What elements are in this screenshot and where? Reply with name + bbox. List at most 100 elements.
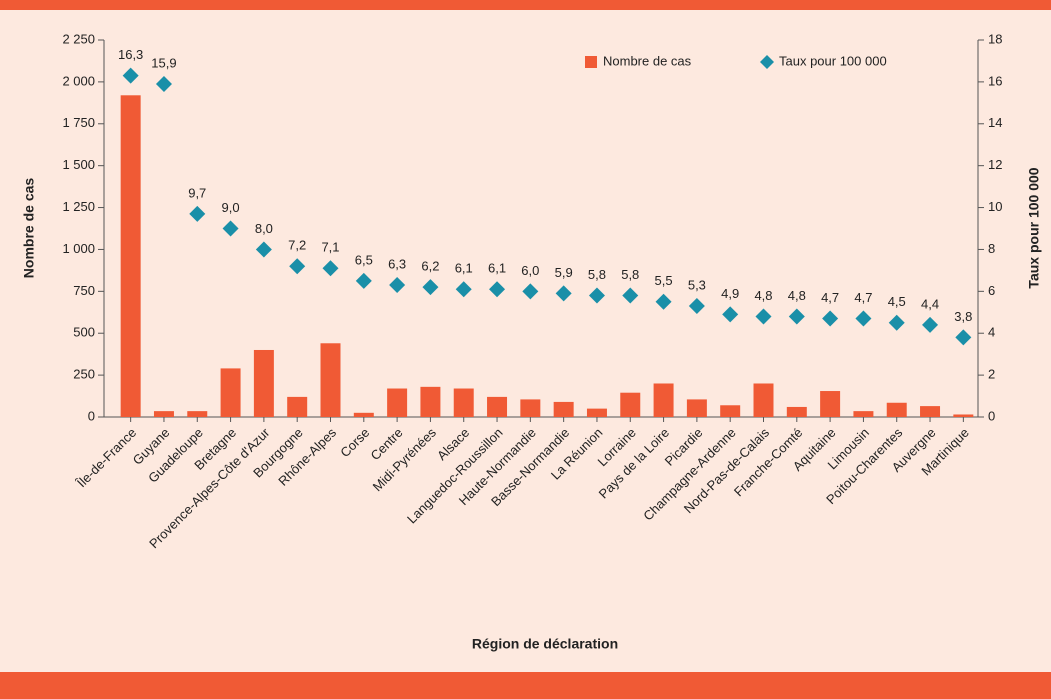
value-label: 7,2 [288,238,306,253]
y-tick-label: 2 000 [62,73,95,88]
diamond [755,308,772,325]
x-axis-title: Région de déclaration [472,636,618,652]
diamond [389,277,406,294]
value-label: 5,9 [555,265,573,280]
y-tick-label: 1 500 [62,157,95,172]
header-band [0,0,1051,10]
value-label: 8,0 [255,221,273,236]
value-label: 6,0 [521,263,539,278]
bar [786,406,807,417]
diamond [189,205,206,222]
value-label: 5,8 [588,267,606,282]
y2-tick-label: 4 [988,325,995,340]
diamond [955,329,972,346]
bar [720,405,741,417]
diamond [622,287,639,304]
value-label: 6,1 [455,261,473,276]
diamond [422,279,439,296]
bar [487,396,508,417]
bar [287,396,308,417]
bar [187,411,208,417]
diamond [888,314,905,331]
diamond [289,258,306,275]
legend-label: Nombre de cas [603,53,692,68]
diamond [255,241,272,258]
value-label: 4,4 [921,296,939,311]
bar [320,343,341,417]
bar [686,399,707,417]
value-label: 9,7 [188,185,206,200]
diamond [688,297,705,314]
bar [120,95,141,417]
value-label: 16,3 [118,47,143,62]
bar [620,392,641,417]
y-tick-label: 1 000 [62,241,95,256]
legend-label: Taux pour 100 000 [779,53,887,68]
diamond [922,316,939,333]
y2-tick-label: 6 [988,283,995,298]
bar [353,412,374,417]
value-label: 6,5 [355,252,373,267]
y2-tick-label: 8 [988,241,995,256]
bar [753,383,774,417]
bar [886,402,907,417]
diamond [655,293,672,310]
value-label: 3,8 [954,309,972,324]
bar [453,388,474,417]
y2-tick-label: 14 [988,115,1002,130]
bar [920,406,941,417]
y2-tick-label: 12 [988,157,1002,172]
y-tick-label: 750 [73,283,95,298]
value-label: 5,3 [688,277,706,292]
diamond [722,306,739,323]
diamond [489,281,506,298]
y-axis-title: Nombre de cas [21,178,37,279]
bar [586,408,607,417]
bar [953,414,974,417]
bar [387,388,408,417]
bar [420,386,441,417]
diamond [355,272,372,289]
diamond [822,310,839,327]
diamond [455,281,472,298]
y-tick-label: 2 250 [62,31,95,46]
value-label: 4,8 [788,288,806,303]
bar [153,411,174,417]
footer-band [0,672,1051,699]
y2-tick-label: 2 [988,367,995,382]
value-label: 4,8 [754,288,772,303]
value-label: 5,5 [655,273,673,288]
y2-tick-label: 10 [988,199,1002,214]
diamond [555,285,572,302]
value-label: 4,7 [854,290,872,305]
diamond [788,308,805,325]
y2-tick-label: 0 [988,408,995,423]
bar [253,349,274,417]
bar [553,401,574,417]
diamond [855,310,872,327]
value-label: 7,1 [321,240,339,255]
value-label: 9,0 [222,200,240,215]
bar [853,411,874,417]
y2-tick-label: 16 [988,73,1002,88]
bar [653,383,674,417]
diamond [222,220,239,237]
y-tick-label: 0 [88,408,95,423]
legend-swatch [760,55,774,69]
diamond [522,283,539,300]
diamond [322,260,339,277]
diamond [588,287,605,304]
value-label: 5,8 [621,267,639,282]
value-label: 4,9 [721,286,739,301]
bar [820,391,841,417]
y2-axis-title: Taux pour 100 000 [1026,167,1042,288]
value-label: 6,1 [488,261,506,276]
value-label: 4,5 [888,294,906,309]
value-label: 6,3 [388,256,406,271]
diamond [155,75,172,92]
y-tick-label: 1 250 [62,199,95,214]
y-tick-label: 500 [73,325,95,340]
value-label: 15,9 [151,55,176,70]
